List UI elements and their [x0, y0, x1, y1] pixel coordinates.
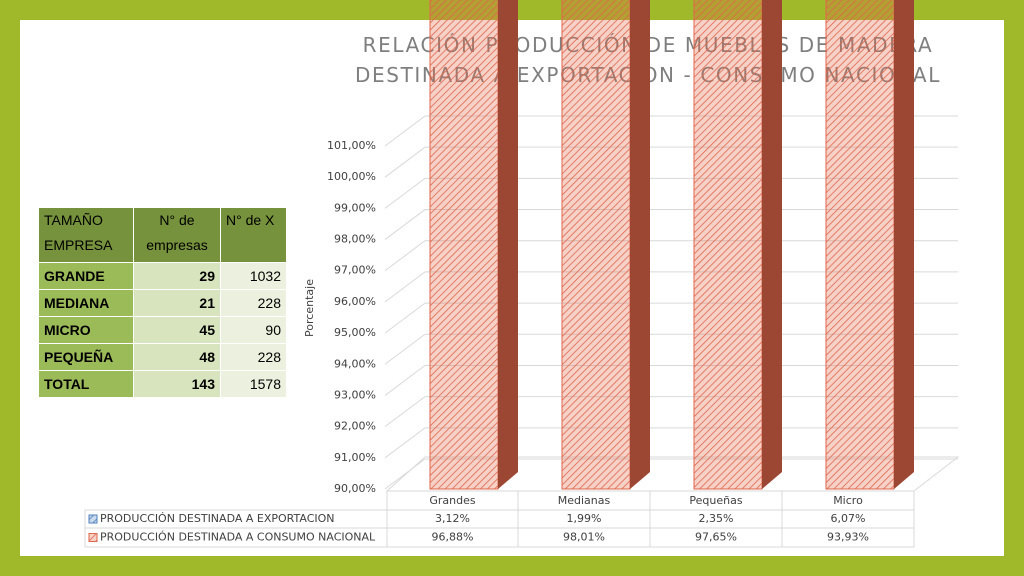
y-tick-label: 92,00% [334, 420, 376, 433]
bar-side-shade [762, 0, 782, 489]
bar-side-shade [630, 0, 650, 489]
legend-key [88, 533, 98, 542]
x-tick-label: Medianas [558, 494, 611, 507]
legend-key [88, 514, 98, 524]
y-tick-label: 99,00% [334, 201, 376, 214]
x-tick-label: Grandes [429, 494, 476, 507]
header-cell: N° de X [220, 207, 287, 263]
bar-side-shade [498, 0, 518, 489]
table-row: GRANDE 29 1032 [38, 262, 287, 290]
table-cell: 29 [133, 262, 221, 290]
y-tick-label: 95,00% [334, 326, 376, 339]
y-tick-label: 96,00% [334, 295, 376, 308]
bar-side [894, 0, 914, 489]
data-label: 2,35% [699, 512, 734, 525]
table-cell: TOTAL [38, 370, 134, 398]
table-cell: 48 [133, 343, 221, 371]
header-cell: N° de empresas [133, 207, 221, 263]
data-label: 97,65% [695, 531, 737, 544]
data-label: 1,99% [567, 512, 602, 525]
bar-side [630, 0, 650, 489]
bar-segment [429, 0, 499, 490]
x-tick-label: Micro [833, 494, 863, 507]
data-label: 98,01% [563, 531, 605, 544]
y-tick-label: 94,00% [334, 357, 376, 370]
table-cell: GRANDE [38, 262, 134, 290]
legend-label: PRODUCCIÓN DESTINADA A EXPORTACION [100, 512, 335, 525]
y-tick-label: 100,00% [327, 170, 376, 183]
table-cell: 21 [133, 289, 221, 317]
table-cell: 143 [133, 370, 221, 398]
data-label: 6,07% [831, 512, 866, 525]
y-axis-label: Porcentaje [303, 279, 316, 337]
company-table: TAMAÑO EMPRESA N° de empresas N° de X GR… [38, 207, 287, 398]
y-tick-label: 91,00% [334, 451, 376, 464]
bar-segment [825, 0, 895, 490]
table-cell: MICRO [38, 316, 134, 344]
bar-side-shade [894, 0, 914, 489]
bar-side [762, 0, 782, 489]
y-tick-label: 98,00% [334, 233, 376, 246]
table-cell: 90 [220, 316, 287, 344]
data-label: 93,93% [827, 531, 869, 544]
x-tick-label: Pequeñas [689, 494, 742, 507]
table-cell: 1578 [220, 370, 287, 398]
y-tick-label: 101,00% [327, 139, 376, 152]
table-cell: 1032 [220, 262, 287, 290]
y-tick-label: 97,00% [334, 264, 376, 277]
bar-segment [693, 0, 763, 490]
y-tick-label: 93,00% [334, 388, 376, 401]
table-row: MICRO 45 90 [38, 316, 287, 344]
data-label: 3,12% [435, 512, 470, 525]
bar-segment [561, 0, 631, 490]
data-label: 96,88% [432, 531, 474, 544]
table-cell: 228 [220, 289, 287, 317]
legend-label: PRODUCCIÓN DESTINADA A CONSUMO NACIONAL [100, 531, 376, 544]
table-cell: 45 [133, 316, 221, 344]
table-row: TOTAL 143 1578 [38, 370, 287, 398]
header-row: TAMAÑO EMPRESA N° de empresas N° de X [38, 207, 287, 263]
y-tick-label: 90,00% [334, 482, 376, 495]
table-cell: PEQUEÑA [38, 343, 134, 371]
bar-side [498, 0, 518, 489]
